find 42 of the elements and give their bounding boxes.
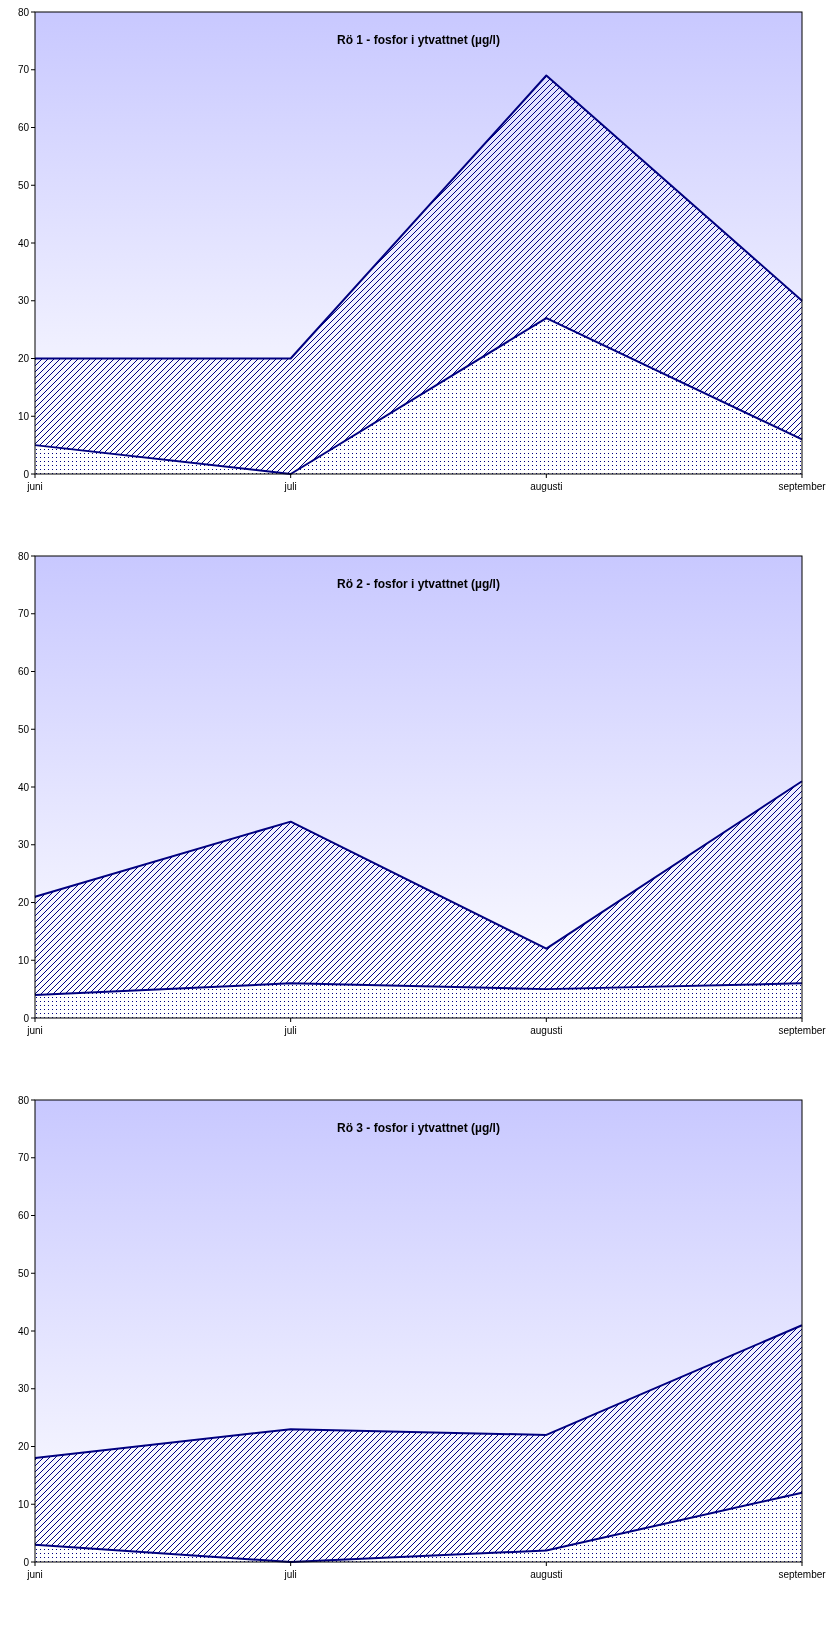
y-tick-label: 0	[23, 1556, 30, 1568]
x-tick-label: juli	[283, 481, 297, 492]
y-tick-label: 10	[17, 1498, 30, 1510]
y-tick-label: 50	[17, 179, 30, 191]
x-tick-label: september	[778, 1025, 827, 1036]
y-tick-label: 0	[23, 468, 30, 480]
text: Rö 3 - fosfor i ytvattnet (µg/l)	[337, 1121, 500, 1135]
y-tick-label: 20	[17, 897, 30, 908]
y-tick-label: 10	[17, 954, 30, 966]
y-tick-label: 70	[17, 608, 30, 620]
y-tick-label: 80	[17, 6, 30, 18]
x-tick-label: juli	[283, 1569, 297, 1580]
y-tick-label: 40	[17, 1325, 30, 1337]
x-tick-label: augusti	[530, 1025, 563, 1036]
x-tick-label: juli	[283, 1025, 297, 1036]
y-tick-label: 80	[17, 550, 30, 562]
y-tick-label: 0	[23, 1012, 30, 1024]
x-tick-label: juni	[26, 1025, 43, 1036]
x-tick-label: september	[778, 481, 827, 492]
y-tick-label: 50	[17, 1267, 30, 1279]
y-tick-label: 30	[17, 839, 30, 851]
x-tick-label: september	[778, 1569, 827, 1580]
text: Rö 2 - fosfor i ytvattnet (µg/l)	[337, 577, 500, 591]
y-tick-label: 60	[17, 122, 30, 133]
y-tick-label: 20	[17, 353, 30, 364]
x-tick-label: augusti	[530, 1569, 563, 1580]
x-tick-label: juni	[26, 1569, 43, 1580]
y-tick-label: 10	[17, 410, 30, 422]
y-tick-label: 40	[17, 237, 30, 249]
text: Rö 1 - fosfor i ytvattnet (µg/l)	[337, 33, 500, 47]
y-tick-label: 70	[17, 64, 30, 76]
y-tick-label: 50	[17, 723, 30, 735]
x-tick-label: juni	[26, 481, 43, 492]
y-tick-label: 70	[17, 1152, 30, 1164]
y-tick-label: 60	[17, 666, 30, 677]
y-tick-label: 60	[17, 1210, 30, 1221]
y-tick-label: 80	[17, 1094, 30, 1106]
x-tick-label: augusti	[530, 481, 563, 492]
y-tick-label: 40	[17, 781, 30, 793]
y-tick-label: 30	[17, 295, 30, 307]
y-tick-label: 30	[17, 1383, 30, 1395]
y-tick-label: 20	[17, 1441, 30, 1452]
